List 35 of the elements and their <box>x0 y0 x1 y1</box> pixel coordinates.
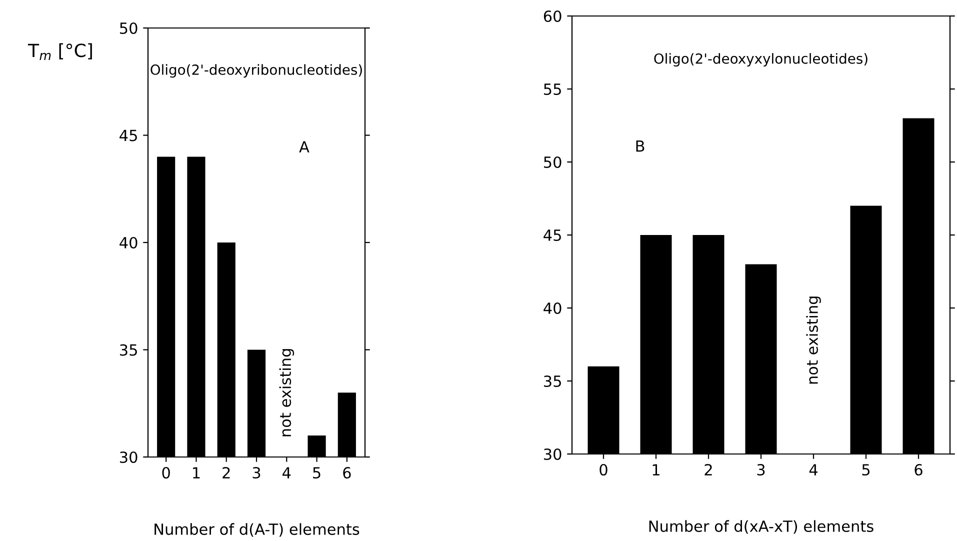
y-tick-label: 45 <box>120 130 137 142</box>
y-tick-label: 30 <box>544 448 562 460</box>
x-tick-label: 5 <box>862 464 870 476</box>
text: Oligo(2'-deoxyxylonucleotides) <box>654 53 868 67</box>
y-tick-label: 55 <box>544 84 561 96</box>
x-tick-label: 0 <box>600 464 608 476</box>
x-tick-label: 0 <box>162 466 170 479</box>
x-tick-label: 4 <box>282 467 291 478</box>
y-tick-label: 60 <box>544 10 562 22</box>
annotation: not existing <box>806 296 821 384</box>
x-tick-label: 2 <box>704 464 712 476</box>
y-tick-label: 35 <box>120 344 137 356</box>
y-tick-label: 40 <box>544 302 562 314</box>
annotation: not existing <box>279 349 294 436</box>
x-tick-label: 4 <box>809 464 818 476</box>
x-axis-title: Number of d(xA-xT) elements <box>649 520 874 534</box>
text: Oligo(2'-deoxyribonucleotides) <box>150 64 362 78</box>
x-tick-label: 3 <box>757 464 765 476</box>
x-tick-label: 1 <box>193 467 200 478</box>
y-tick-label: 30 <box>120 451 138 464</box>
y-tick-label: 35 <box>544 375 561 388</box>
x-tick-label: 6 <box>914 464 922 476</box>
x-axis-title: Number of d(A-T) elements <box>154 523 360 537</box>
y-tick-label: 40 <box>120 236 138 249</box>
x-tick-label: 3 <box>252 466 260 479</box>
x-tick-label: 1 <box>652 464 660 476</box>
y-tick-label: 50 <box>544 156 562 168</box>
y-tick-label: 50 <box>120 22 138 34</box>
annotation: A <box>299 141 310 152</box>
y-axis-title: T$_{m}$ [°C] <box>28 43 92 60</box>
x-tick-label: 6 <box>343 466 351 479</box>
x-tick-label: 2 <box>222 466 230 478</box>
x-tick-label: 5 <box>313 467 320 479</box>
y-tick-label: 45 <box>544 230 561 242</box>
annotation: B <box>636 140 644 152</box>
